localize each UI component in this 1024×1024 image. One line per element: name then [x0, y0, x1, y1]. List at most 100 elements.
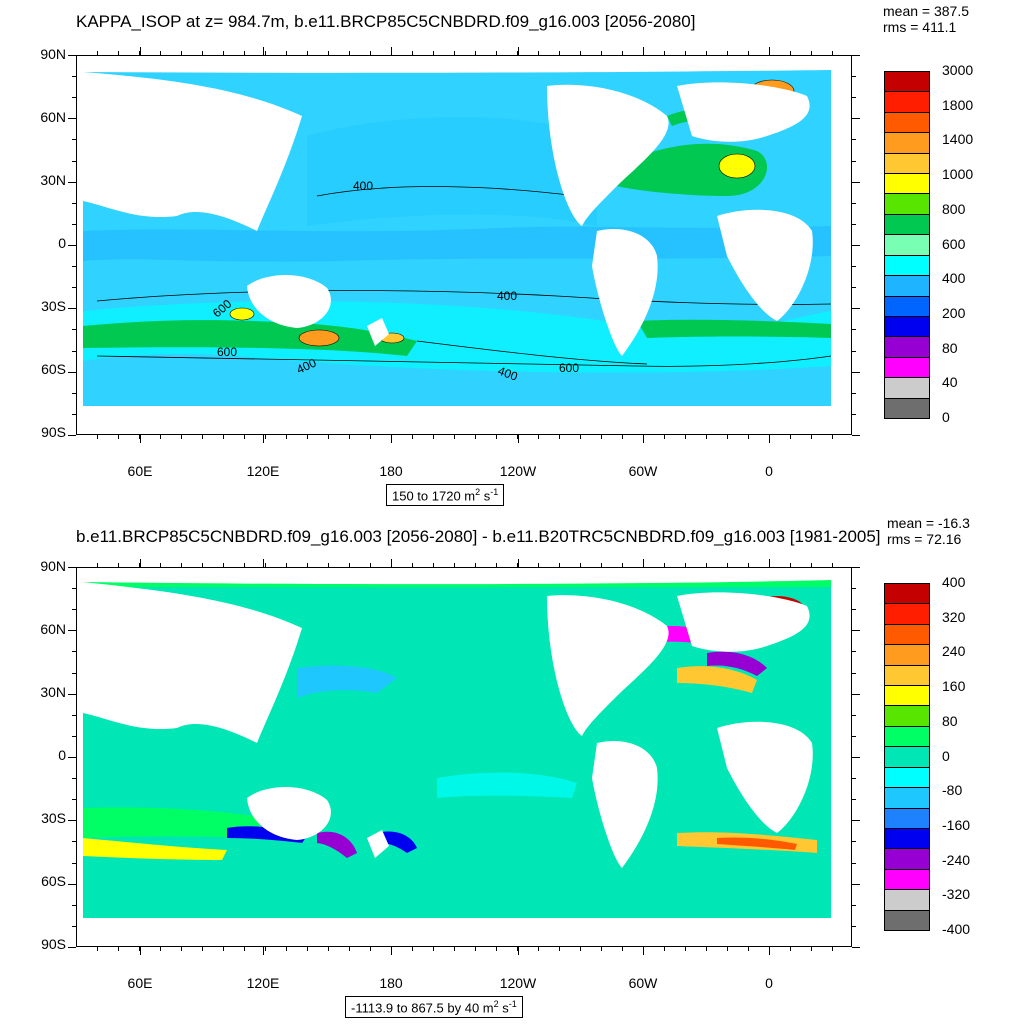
axis-tick [559, 947, 560, 951]
axis-tick [601, 435, 602, 439]
panel2-colorbar-label: 320 [942, 608, 966, 625]
panel2-colorbar-swatch [884, 868, 930, 891]
panel1-title: KAPPA_ISOP at z= 984.7m, b.e11.BRCP85C5C… [76, 12, 696, 31]
axis-tick [454, 51, 455, 55]
panel1-hotspot-1 [229, 307, 255, 321]
axis-tick [97, 435, 98, 439]
axis-tick [328, 947, 329, 951]
panel2-colorbar-label: 80 [942, 712, 958, 729]
axis-tick [223, 563, 224, 567]
axis-tick [160, 435, 161, 439]
panel2-land-europe [677, 592, 810, 652]
axis-tick [328, 435, 329, 439]
panel2-units-sup-b: -1 [508, 999, 517, 1009]
panel1-colorbar-swatch [884, 295, 930, 317]
axis-tick [601, 51, 602, 55]
panel2-colorbar-swatch [884, 644, 930, 666]
axis-tick [643, 947, 644, 951]
panel1-colorbar-label: 40 [942, 374, 958, 391]
panel2-mean: mean = -16.3 [887, 515, 970, 531]
axis-tick [852, 757, 860, 758]
axis-tick [433, 563, 434, 567]
panel1-npacific [307, 117, 597, 226]
panel2-units-tail: s [498, 1000, 509, 1016]
axis-tick [622, 51, 623, 55]
axis-tick [852, 630, 856, 632]
panel2-colorbar-swatch [884, 787, 930, 809]
panel2-colorbar [884, 583, 930, 931]
axis-tick [140, 947, 141, 955]
axis-tick [433, 947, 434, 951]
panel1-colorbar-label: 1000 [942, 166, 974, 183]
panel2-colorbar-label: -400 [942, 921, 971, 937]
panel2-colorbar-swatch [884, 909, 930, 931]
axis-tick [832, 435, 833, 439]
axis-tick [852, 757, 856, 758]
axis-tick [223, 947, 224, 951]
panel2-natl-yellow [677, 666, 757, 693]
panel1-colorbar-swatch [884, 275, 930, 297]
axis-tick [139, 563, 140, 567]
axis-tick [72, 308, 76, 310]
axis-tick [748, 51, 749, 55]
panel2-title: b.e11.BRCP85C5CNBDRD.f09_g16.003 [2056-2… [76, 527, 881, 546]
axis-tick [391, 563, 392, 567]
panel2-south-purple [317, 831, 357, 858]
panel1-lon-180: 180 [379, 463, 403, 479]
axis-tick [852, 245, 860, 246]
axis-tick [139, 947, 140, 951]
axis-tick [140, 559, 141, 567]
axis-tick [852, 947, 856, 948]
axis-tick [202, 947, 203, 951]
axis-tick [664, 563, 665, 567]
axis-tick [538, 435, 539, 439]
axis-tick [832, 563, 833, 567]
panel2-colorbar-label: -240 [942, 851, 971, 868]
panel2-lon-180: 180 [379, 975, 403, 991]
axis-tick [202, 563, 203, 567]
axis-tick [622, 435, 623, 439]
axis-tick [664, 51, 665, 55]
axis-tick [370, 563, 371, 567]
axis-tick [370, 51, 371, 55]
axis-tick [852, 567, 856, 568]
axis-tick [475, 563, 476, 567]
panel2-eq-patch [437, 772, 577, 798]
axis-tick [852, 202, 856, 204]
panel1-contour-n400 [316, 186, 578, 197]
panel1-units-sup-b: -1 [490, 487, 499, 497]
axis-tick [643, 435, 644, 439]
axis-tick [832, 947, 833, 951]
panel2-south-yellow [83, 838, 227, 860]
axis-tick [72, 413, 76, 415]
axis-tick [518, 47, 519, 55]
axis-tick [852, 55, 860, 56]
axis-tick [852, 392, 856, 394]
panel2-colorbar-swatch [884, 705, 930, 727]
axis-tick [852, 160, 856, 162]
panel1-colorbar-swatch [884, 336, 930, 358]
axis-tick [832, 51, 833, 55]
axis-tick [454, 563, 455, 567]
panel1-colorbar-swatch [884, 132, 930, 154]
axis-tick [72, 76, 76, 78]
axis-tick [769, 947, 770, 955]
panel1-units-tail: s [480, 488, 491, 504]
axis-tick [518, 947, 519, 955]
axis-tick [769, 435, 770, 443]
axis-tick [790, 947, 791, 951]
axis-tick [496, 563, 497, 567]
axis-tick [72, 588, 76, 590]
axis-tick [517, 51, 518, 55]
panel2-south-blue-2 [377, 831, 417, 853]
axis-tick [72, 757, 76, 758]
axis-tick [72, 287, 76, 289]
panel1-land-asia [83, 72, 302, 231]
axis-tick [454, 435, 455, 439]
axis-tick [263, 559, 264, 567]
axis-tick [202, 51, 203, 55]
panel2-colorbar-swatch [884, 848, 930, 870]
panel1-colorbar-swatch [884, 213, 930, 236]
axis-tick [643, 563, 644, 567]
panel1-hotspot-2 [298, 329, 340, 347]
